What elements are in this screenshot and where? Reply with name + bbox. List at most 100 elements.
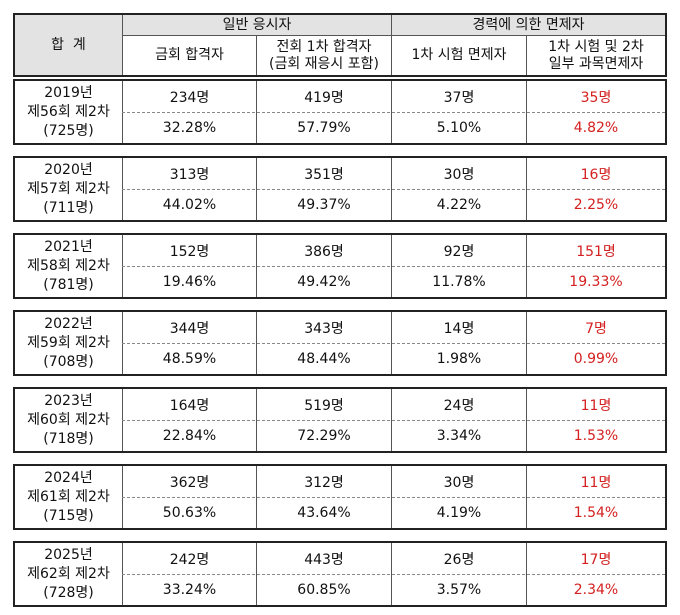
- count-cell: 35명: [580, 89, 612, 106]
- percent-cell: 1.98%: [436, 350, 482, 367]
- year-label: 2019년: [44, 84, 93, 101]
- year-block: 2023년 제60회 제2차 (718명) 164명 519명 24명 11명 22.84% 7…: [13, 387, 667, 453]
- count-cell: 26명: [443, 551, 475, 568]
- count-cell: 164명: [169, 397, 210, 414]
- header-col2-line2: (금회 재응시 포함): [269, 55, 379, 72]
- count-cell: 7명: [585, 320, 607, 337]
- percent-cell: 4.19%: [436, 504, 482, 521]
- count-cell: 24명: [443, 397, 475, 414]
- percent-cell: 4.82%: [573, 119, 619, 136]
- percent-cell: 3.57%: [436, 581, 482, 598]
- count-cell: 30명: [443, 166, 475, 183]
- year-label: 2025년: [44, 546, 93, 563]
- percent-cell: 4.22%: [436, 196, 482, 213]
- percent-cell: 19.33%: [569, 273, 623, 290]
- total-label: (781명): [43, 276, 94, 293]
- percent-cell: 19.46%: [162, 273, 217, 290]
- year-block: 2020년 제57회 제2차 (711명) 313명 351명 30명 16명 44.02% 4…: [13, 156, 667, 222]
- count-cell: 313명: [169, 166, 210, 183]
- percent-cell: 0.99%: [573, 350, 619, 367]
- year-label: 2020년: [44, 161, 93, 178]
- total-label: (728명): [43, 584, 94, 601]
- total-label: (715명): [43, 507, 94, 524]
- count-cell: 16명: [580, 166, 612, 183]
- session-label: 제56회 제2차: [27, 103, 110, 120]
- header-career-group: 경력에 의한 면제자: [392, 15, 665, 35]
- year-cell: 2020년 제57회 제2차 (711명): [15, 158, 122, 220]
- header-col-previous-pass: 전회 1차 합격자 (금회 재응시 포함): [257, 36, 391, 75]
- count-cell: 17명: [580, 551, 612, 568]
- table-header: 합 계 일반 응시자 경력에 의한 면제자 금회 합격자 전회 1차 합격자 (…: [13, 13, 667, 77]
- percent-cell: 3.34%: [436, 427, 482, 444]
- percent-cell: 49.42%: [297, 273, 351, 290]
- percent-cell: 72.29%: [297, 427, 351, 444]
- percent-cell: 11.78%: [432, 273, 486, 290]
- percent-cell: 44.02%: [162, 196, 217, 213]
- count-cell: 152명: [169, 243, 210, 260]
- percent-cell: 2.25%: [573, 196, 619, 213]
- count-cell: 37명: [443, 89, 475, 106]
- count-cell: 92명: [443, 243, 475, 260]
- percent-cell: 43.64%: [297, 504, 351, 521]
- percent-cell: 57.79%: [297, 119, 351, 136]
- header-col2-line1: 전회 1차 합격자: [276, 38, 372, 55]
- session-label: 제58회 제2차: [27, 257, 110, 274]
- header-total-label: 합 계: [51, 36, 86, 53]
- year-label: 2021년: [44, 238, 93, 255]
- percent-cell: 2.34%: [573, 581, 619, 598]
- header-col1-label: 금회 합격자: [155, 47, 224, 63]
- total-label: (718명): [43, 430, 94, 447]
- total-label: (708명): [43, 353, 94, 370]
- session-label: 제59회 제2차: [27, 334, 110, 351]
- percent-cell: 48.44%: [297, 350, 351, 367]
- header-col4-line2: 일부 과목면제자: [548, 55, 644, 72]
- year-label: 2022년: [44, 315, 93, 332]
- percent-cell: 1.53%: [573, 427, 619, 444]
- header-col4-line1: 1차 시험 및 2차: [548, 38, 644, 55]
- count-cell: 443명: [304, 551, 344, 568]
- count-cell: 14명: [443, 320, 475, 337]
- count-cell: 11명: [580, 397, 612, 414]
- count-cell: 386명: [304, 243, 344, 260]
- count-cell: 242명: [169, 551, 210, 568]
- count-cell: 30명: [443, 474, 475, 491]
- count-cell: 151명: [576, 243, 616, 260]
- year-label: 2023년: [44, 392, 93, 409]
- count-cell: 234명: [169, 89, 210, 106]
- count-cell: 312명: [304, 474, 344, 491]
- percent-cell: 49.37%: [297, 196, 351, 213]
- percent-cell: 50.63%: [162, 504, 217, 521]
- year-block: 2025년 제62회 제2차 (728명) 242명 443명 26명 17명 33.24% 6…: [13, 541, 667, 607]
- session-label: 제60회 제2차: [27, 411, 110, 428]
- count-cell: 419명: [304, 89, 344, 106]
- count-cell: 343명: [304, 320, 344, 337]
- session-label: 제61회 제2차: [27, 488, 110, 505]
- total-label: (725명): [43, 122, 94, 139]
- header-total: 합 계: [15, 15, 122, 75]
- session-label: 제62회 제2차: [27, 565, 110, 582]
- header-general-group: 일반 응시자: [123, 15, 391, 35]
- percent-cell: 60.85%: [297, 581, 351, 598]
- header-general-label: 일반 응시자: [222, 16, 292, 33]
- percent-cell: 5.10%: [436, 119, 482, 136]
- header-col-first-exempt: 1차 시험 면제자: [392, 36, 526, 75]
- header-career-label: 경력에 의한 면제자: [472, 16, 585, 33]
- percent-cell: 32.28%: [162, 119, 217, 136]
- count-cell: 351명: [304, 166, 344, 183]
- year-block: 2024년 제61회 제2차 (715명) 362명 312명 30명 11명 50.63% 4…: [13, 464, 667, 530]
- percent-cell: 22.84%: [162, 427, 217, 444]
- header-col-current-pass: 금회 합격자: [123, 36, 256, 75]
- count-cell: 344명: [169, 320, 210, 337]
- session-label: 제57회 제2차: [27, 180, 110, 197]
- year-label: 2024년: [44, 469, 93, 486]
- header-col3-label: 1차 시험 면제자: [411, 47, 507, 63]
- percent-cell: 48.59%: [162, 350, 217, 367]
